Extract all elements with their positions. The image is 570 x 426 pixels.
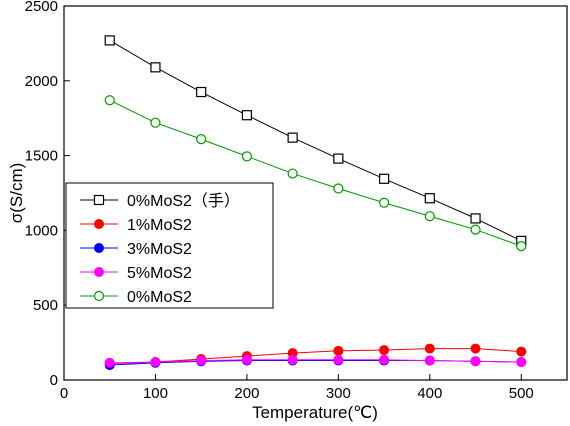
data-point — [104, 35, 115, 46]
data-point — [150, 357, 161, 368]
x-tick-label: 300 — [326, 385, 351, 402]
data-point — [287, 354, 298, 365]
data-point — [241, 151, 253, 162]
data-point — [333, 345, 344, 356]
legend-marker — [93, 290, 105, 302]
legend-label: 3%MoS2 — [127, 241, 192, 258]
series-4 — [104, 95, 527, 252]
legend-marker — [94, 243, 104, 253]
data-point — [104, 95, 115, 106]
y-tick-label: 2500 — [25, 0, 58, 15]
data-point — [424, 343, 435, 354]
data-point — [379, 354, 390, 365]
data-point — [378, 197, 390, 208]
legend-marker — [94, 219, 104, 229]
y-tick-label: 500 — [33, 297, 58, 314]
series-line — [113, 42, 518, 240]
x-tick-label: 200 — [234, 385, 259, 402]
legend: 0%MoS2（手） 1%MoS2 3%MoS2 5%MoS2 0%MoS2 — [65, 182, 274, 309]
data-point — [150, 62, 161, 73]
data-point — [424, 211, 435, 222]
legend-entry: 0%MoS2（手） — [80, 192, 240, 210]
data-point — [241, 354, 252, 365]
x-tick-label: 0 — [60, 385, 68, 402]
data-point — [104, 357, 115, 368]
data-point — [516, 346, 527, 357]
series-line — [114, 359, 517, 364]
legend-entry: 1%MoS2 — [80, 217, 192, 234]
y-axis-label: σ(S/cm) — [7, 163, 26, 224]
data-point — [287, 168, 298, 179]
legend-marker — [93, 194, 105, 206]
data-point — [470, 343, 481, 354]
legend-label: 5%MoS2 — [127, 265, 192, 282]
data-point — [333, 183, 344, 194]
legend-entry: 5%MoS2 — [80, 265, 192, 282]
legend-entry: 0%MoS2 — [80, 289, 192, 306]
data-point — [150, 117, 161, 128]
data-point — [333, 354, 344, 365]
legend-label: 0%MoS2（手） — [127, 192, 240, 210]
legend-label: 1%MoS2 — [127, 217, 192, 234]
data-point — [378, 173, 390, 184]
series-0 — [104, 35, 527, 246]
data-point — [333, 153, 344, 164]
x-tick-label: 400 — [417, 385, 442, 402]
legend-entry: 3%MoS2 — [80, 241, 192, 258]
data-point — [196, 134, 207, 145]
x-tick-label: 500 — [509, 385, 534, 402]
data-point — [516, 241, 527, 252]
data-point — [516, 357, 527, 368]
legend-label: 0%MoS2 — [127, 289, 192, 306]
y-tick-label: 0 — [50, 372, 58, 389]
data-point — [470, 224, 481, 235]
data-point — [196, 86, 207, 98]
data-point — [424, 193, 435, 204]
x-tick-label: 100 — [143, 385, 168, 402]
y-tick-label: 1500 — [25, 148, 58, 165]
series-line — [113, 101, 518, 246]
data-point — [196, 355, 207, 366]
x-axis-label: Temperature(℃) — [252, 403, 378, 422]
data-point — [379, 345, 390, 356]
series-3 — [104, 354, 527, 368]
data-point — [470, 356, 481, 367]
data-point — [241, 110, 253, 121]
data-point — [287, 132, 298, 143]
data-point — [424, 355, 435, 366]
y-tick-label: 1000 — [25, 222, 58, 239]
axis-tick-labels: 0 100 200 300 400 500 0 500 1000 1500 2000 2500 — [25, 0, 534, 402]
series-layer — [104, 35, 527, 371]
legend-marker — [94, 267, 104, 277]
data-point — [470, 213, 481, 224]
y-tick-label: 2000 — [25, 73, 58, 90]
